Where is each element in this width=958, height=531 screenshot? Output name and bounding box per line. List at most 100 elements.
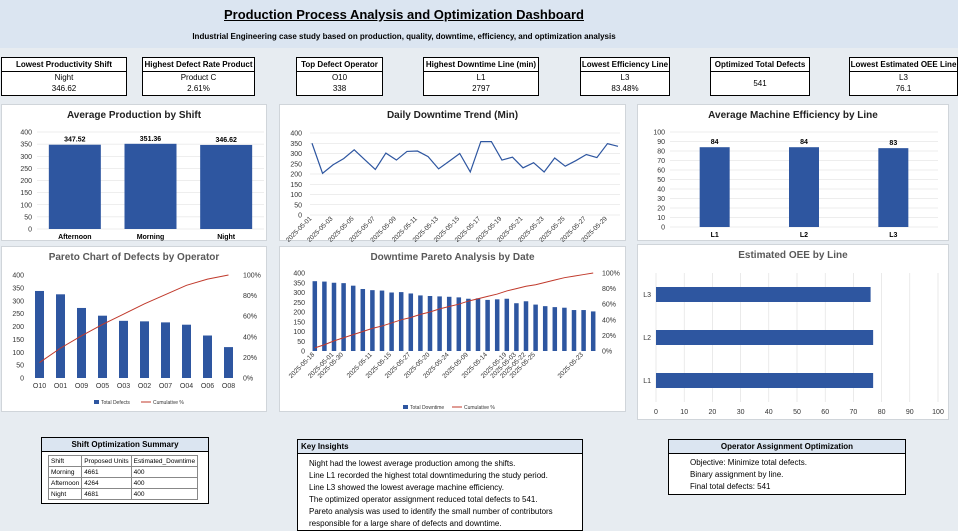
y-tick-label: 40 [657,187,665,194]
y-tick-label: 60% [243,314,257,321]
table-row: Night 4681 400 [47,488,199,500]
bar [533,304,538,351]
dashboard-header [0,0,958,48]
operator-assignment-title: Operator Assignment Optimization [669,440,905,454]
y-tick-label: 150 [20,190,32,197]
kpi-value-2: 346.62 [51,84,77,93]
kpi-value: Product C [180,73,217,82]
x-tick-label: O08 [222,383,235,390]
x-tick-label: Afternoon [58,234,91,241]
x-tick-label: O06 [201,383,214,390]
optimization-line: Binary assignment by line. [690,470,784,479]
table-header-cell: Proposed Units [81,455,132,467]
x-tick-label: O10 [33,383,46,390]
y-tick-label: 150 [293,319,305,326]
legend-label: Cumulative % [153,400,184,406]
y-tick-label: 0 [28,227,32,234]
table-header-cell: Shift [47,455,83,467]
table-header-row: Shift Proposed Units Estimated_Downtime [47,455,199,467]
key-insights-list: Night had the lowest average production … [298,454,582,530]
bar [77,307,86,378]
y-tick-label: 250 [290,161,302,168]
x-tick-label: 90 [906,409,914,416]
bar [124,143,177,229]
y-tick-label: 20% [243,355,257,362]
x-tick-label: O03 [117,383,130,390]
bar [466,298,471,351]
bar [35,290,44,378]
bar [562,307,567,351]
bar [48,144,101,229]
bar [322,281,327,351]
y-tick-label: 100 [653,130,665,137]
bar [656,287,871,302]
cumulative-series-line [39,274,229,363]
y-tick-label: L1 [643,378,651,385]
table-cell: 400 [130,477,199,489]
bar [427,296,433,351]
bar [350,285,356,351]
kpi-value: Night [54,73,74,82]
table-cell: 400 [130,488,199,500]
bar [331,282,337,351]
legend-label: Cumulative % [464,405,495,411]
kpi-label: Highest Downtime Line (min) [424,58,538,72]
bar [590,311,596,351]
bar [581,310,586,351]
y-tick-label: 0% [602,349,612,356]
y-tick-label: 10 [657,215,665,222]
pareto-date-chart: 0 50 100 150 200 250 300 350 400 0% 20% 40% 60% 80% 10… [288,271,620,412]
x-tick-label: Morning [137,234,165,241]
production-by-shift-chart: 0 50 100 150 200 250 300 350 400 347.52 Afternoon 3… [20,130,264,241]
table-cell: Afternoon [47,477,83,489]
machine-efficiency-chart: 0 10 20 30 40 50 60 70 80 90 100 84 L1 84 L2 83 L3 [653,130,938,239]
x-tick-label: 100 [932,409,944,416]
chart-panel-pareto-date: Downtime Pareto Analysis by Date 0 50 100 1… [279,246,626,412]
y-tick-label: 0% [243,376,253,383]
x-tick-label: 30 [737,409,745,416]
insight-line: Line L1 recorded the highest total downt… [309,471,548,480]
y-tick-label: 250 [20,166,32,173]
key-insights-title: Key Insights [298,440,582,454]
y-tick-label: 60% [602,302,616,309]
y-tick-label: 350 [290,141,302,148]
insight-line: The optimized operator assignment reduce… [309,495,538,504]
y-tick-label: 150 [290,182,302,189]
bar [656,330,874,345]
x-tick-label: O09 [75,383,88,390]
y-tick-label: 100 [293,329,305,336]
bar [656,373,874,388]
key-insights-box: Key Insights Night had the lowest averag… [297,439,583,531]
bar [878,148,909,227]
kpi-lowest-efficiency-line: Lowest Efficiency Line L3 83.48% [580,57,670,96]
chart-panel-daily-downtime: Daily Downtime Trend (Min) 0 50 100 150 200 2… [279,104,626,242]
shift-summary-title: Shift Optimization Summary [42,438,208,452]
y-tick-label: 300 [290,151,302,158]
bar [140,321,149,378]
y-tick-label: 200 [20,178,32,185]
y-tick-label: 300 [12,298,24,305]
y-tick-label: 400 [20,130,32,137]
y-tick-label: 300 [20,154,32,161]
y-tick-label: 400 [12,273,24,280]
shift-optimization-summary: Shift Optimization Summary Shift Propose… [41,437,209,504]
table-cell: 4264 [81,477,132,489]
y-tick-label: 20% [602,333,616,340]
data-label: 347.52 [64,137,86,144]
operator-assignment-list: Objective: Minimize total defects. Binar… [669,454,905,493]
bar [312,281,318,351]
x-tick-label: 20 [709,409,717,416]
kpi-label: Optimized Total Defects [711,58,809,72]
bar [119,320,128,378]
insight-line: Line L3 showed the lowest average machin… [309,483,504,492]
kpi-value-2: 338 [332,84,347,93]
table-header-cell: Estimated_Downtime [130,455,199,467]
chart-title: Daily Downtime Trend (Min) [386,110,519,121]
x-tick-label: 70 [850,409,858,416]
daily-downtime-chart: 0501001502002503003504002025-05-012025-0… [285,131,620,242]
y-tick-label: 400 [293,271,305,278]
y-tick-label: 250 [293,300,305,307]
y-tick-label: 60 [657,168,665,175]
y-tick-label: 250 [12,311,24,318]
bar [370,290,375,351]
